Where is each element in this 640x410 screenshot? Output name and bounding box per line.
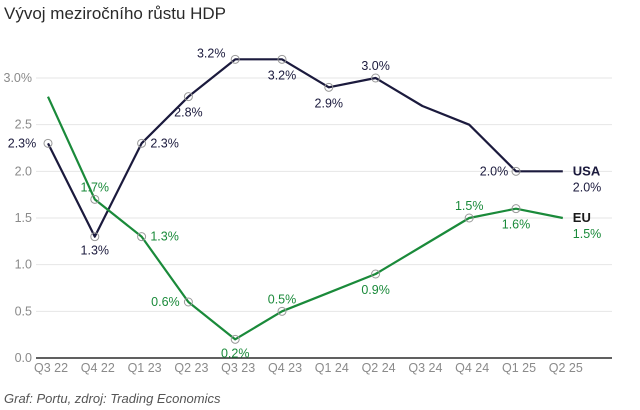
legend-usa: USA bbox=[573, 163, 601, 178]
legend-eu: EU bbox=[573, 210, 591, 225]
x-tick-label: Q3 23 bbox=[221, 361, 255, 375]
data-label-usa: 3.2% bbox=[197, 46, 226, 60]
data-label-eu: 0.9% bbox=[361, 283, 390, 297]
data-label-eu: 1.5% bbox=[455, 199, 484, 213]
data-point-eu bbox=[183, 297, 193, 307]
x-tick-label: Q3 22 bbox=[34, 361, 68, 375]
y-tick-label: 0.5 bbox=[15, 304, 32, 318]
data-point-usa bbox=[511, 166, 521, 176]
x-tick-label: Q2 24 bbox=[362, 361, 396, 375]
data-point-usa bbox=[90, 232, 100, 242]
chart-title: Vývoj meziročního růstu HDP bbox=[4, 4, 227, 23]
data-point-eu bbox=[277, 306, 287, 316]
data-point-eu bbox=[137, 232, 147, 242]
data-label-usa: 2.0% bbox=[480, 164, 509, 178]
data-point-eu bbox=[371, 269, 381, 279]
data-point-usa bbox=[371, 73, 381, 83]
x-tick-label: Q3 24 bbox=[408, 361, 442, 375]
data-label-eu: 0.2% bbox=[221, 346, 250, 360]
y-tick-label: 3.0% bbox=[4, 71, 33, 85]
data-point-eu bbox=[90, 194, 100, 204]
data-label-eu: 0.5% bbox=[268, 292, 297, 306]
end-value-eu: 1.5% bbox=[573, 227, 602, 241]
data-label-usa: 3.0% bbox=[361, 59, 390, 73]
x-tick-label: Q4 22 bbox=[81, 361, 115, 375]
data-label-usa: 1.3% bbox=[81, 244, 110, 258]
data-label-eu: 0.6% bbox=[151, 295, 180, 309]
y-tick-label: 2.5 bbox=[15, 118, 32, 132]
series-line-eu bbox=[46, 96, 564, 341]
data-point-usa bbox=[183, 92, 193, 102]
x-tick-label: Q1 25 bbox=[502, 361, 536, 375]
data-point-usa bbox=[277, 54, 287, 64]
data-point-eu bbox=[230, 334, 240, 344]
data-label-eu: 1.7% bbox=[81, 180, 110, 194]
data-point-usa bbox=[43, 138, 53, 148]
x-tick-label: Q2 23 bbox=[174, 361, 208, 375]
data-point-usa bbox=[324, 82, 334, 92]
x-tick-label: Q4 24 bbox=[455, 361, 489, 375]
chart-caption: Graf: Portu, zdroj: Trading Economics bbox=[4, 391, 221, 406]
data-point-usa bbox=[137, 138, 147, 148]
data-label-usa: 3.2% bbox=[268, 68, 297, 82]
x-tick-label: Q4 23 bbox=[268, 361, 302, 375]
y-tick-label: 0.0 bbox=[15, 351, 32, 365]
data-point-usa bbox=[230, 54, 240, 64]
data-label-usa: 2.3% bbox=[8, 136, 37, 150]
y-tick-label: 1.5 bbox=[15, 211, 32, 225]
data-label-usa: 2.8% bbox=[174, 106, 203, 120]
y-tick-label: 2.0 bbox=[15, 164, 32, 178]
x-tick-label: Q1 23 bbox=[128, 361, 162, 375]
data-label-eu: 1.3% bbox=[150, 230, 179, 244]
data-label-usa: 2.3% bbox=[150, 136, 179, 150]
data-label-eu: 1.6% bbox=[502, 218, 531, 232]
data-point-eu bbox=[511, 204, 521, 214]
data-label-usa: 2.9% bbox=[315, 96, 344, 110]
series-line-usa bbox=[47, 58, 563, 238]
x-tick-label: Q1 24 bbox=[315, 361, 349, 375]
y-tick-label: 1.0 bbox=[15, 258, 32, 272]
data-point-eu bbox=[464, 213, 474, 223]
end-value-usa: 2.0% bbox=[573, 180, 602, 194]
x-tick-label: Q2 25 bbox=[549, 361, 583, 375]
